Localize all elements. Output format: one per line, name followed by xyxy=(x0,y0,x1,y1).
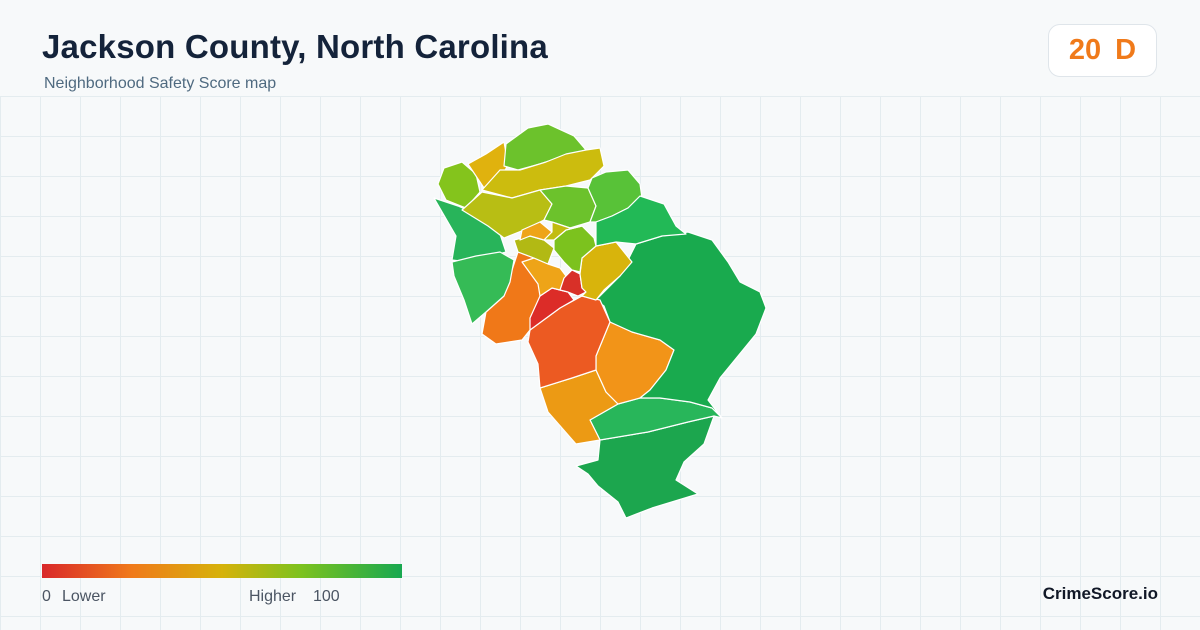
score-grade: D xyxy=(1115,34,1137,66)
map-region[interactable] xyxy=(595,231,767,419)
legend-high-label: Higher xyxy=(249,588,297,605)
legend-low-label: Lower xyxy=(62,588,106,605)
map-region[interactable] xyxy=(451,251,515,325)
legend-gradient xyxy=(42,564,402,578)
brand-logo[interactable]: CrimeScore.io xyxy=(1042,584,1158,603)
map-region[interactable] xyxy=(527,295,611,389)
map-region[interactable] xyxy=(539,185,597,229)
legend-max: 100 xyxy=(313,588,340,605)
page-subtitle: Neighborhood Safety Score map xyxy=(44,75,277,92)
page-title: Jackson County, North Carolina xyxy=(42,28,548,65)
safety-score-badge: 20 D xyxy=(1048,24,1157,77)
map-region[interactable] xyxy=(595,195,687,247)
legend-min: 0 xyxy=(42,588,51,605)
header xyxy=(0,0,1200,96)
map-region[interactable] xyxy=(543,221,583,241)
score-value: 20 xyxy=(1068,34,1102,66)
